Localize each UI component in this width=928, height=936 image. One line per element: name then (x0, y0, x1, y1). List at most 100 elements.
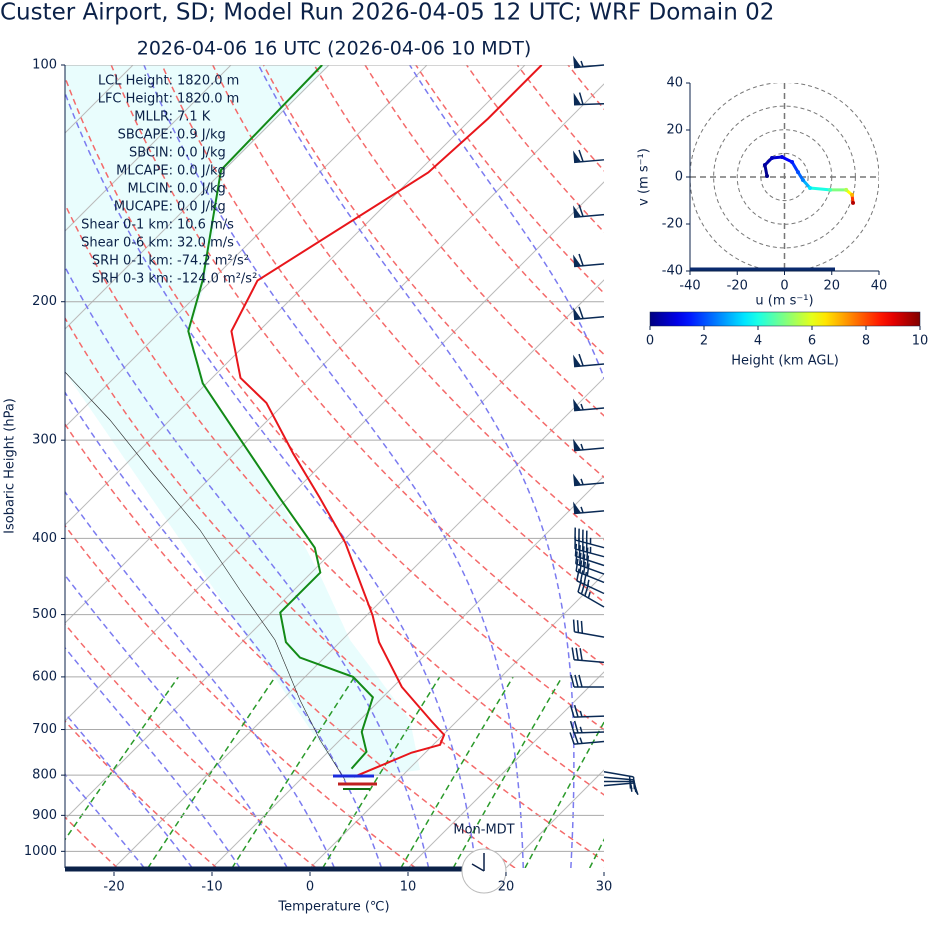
barb-feather (580, 620, 584, 634)
dry-adiabat (65, 719, 218, 868)
isotherm (65, 65, 428, 428)
dry-adiabat (415, 65, 604, 295)
chart-title: Custer Airport, SD; Model Run 2026-04-05… (0, 0, 774, 26)
hodograph-point (851, 200, 856, 205)
y-tick-label: 500 (32, 607, 57, 622)
index-value: 0.0 J/kg (177, 182, 226, 197)
hodograph-point (765, 174, 770, 179)
index-label: LFC Height: (98, 92, 173, 107)
barb-feather (574, 543, 578, 557)
y-tick-label: 100 (32, 58, 57, 73)
barb-feather (582, 546, 585, 559)
hodograph-segment (808, 186, 832, 192)
barb-feather (584, 583, 590, 597)
barb-staff (603, 782, 634, 787)
hodograph-point (828, 187, 833, 192)
y-tick-label: 20 (666, 123, 683, 138)
barb-half (579, 726, 583, 733)
barb-half (580, 60, 584, 68)
moist-adiabat (65, 90, 477, 868)
dry-adiabat (262, 65, 604, 479)
wind-barb (573, 253, 605, 268)
wind-barb (575, 551, 605, 575)
y-tick-label: -20 (662, 217, 683, 232)
wind-barb (575, 558, 605, 584)
barb-flag (573, 501, 582, 514)
barb-half (580, 506, 584, 513)
barb-feather (586, 563, 590, 576)
colorbar-tick-label: 2 (700, 334, 708, 349)
y-tick-label: 200 (32, 294, 57, 309)
index-label: SBCIN: (129, 146, 173, 161)
moist-adiabat (715, 65, 838, 868)
y-axis-label: Isobaric Height (hPa) (3, 398, 18, 534)
wind-barb (573, 306, 605, 321)
index-value: 0.0 J/kg (177, 146, 226, 161)
colorbar (649, 311, 921, 327)
mixing-ratio-line (400, 676, 514, 868)
mixing-ratio-line (452, 676, 563, 868)
y-tick-label: 700 (32, 722, 57, 737)
hodograph: -40 -20 0 20 40 -40 -20 0 20 40 u (m s⁻¹) v (m s⁻¹) (637, 76, 888, 309)
mixing-ratio-line (524, 720, 604, 868)
isotherm (65, 279, 604, 820)
chart-subtitle: 2026-04-06 16 UTC (2026-04-06 10 MDT) (137, 38, 532, 60)
y-axis-label: v (m s⁻¹) (637, 148, 652, 206)
dry-adiabat (65, 75, 604, 731)
barb-staff (603, 770, 634, 778)
barb-feather (575, 647, 579, 661)
barb-half (580, 403, 584, 411)
dry-adiabat (567, 65, 604, 111)
x-axis-label: u (m s⁻¹) (755, 294, 813, 309)
barb-feather (574, 674, 579, 688)
plot-area (65, 65, 928, 868)
barb-feather (586, 555, 590, 568)
barb-feather (579, 560, 583, 573)
wind-barb (569, 731, 605, 745)
isotherm (407, 671, 604, 868)
barb-staff (603, 776, 634, 781)
barb-staff (573, 731, 605, 734)
moist-adiabat (65, 490, 336, 868)
barb-feather (578, 253, 584, 266)
y-tick-label: 40 (666, 76, 683, 91)
barb-feather (569, 732, 575, 745)
x-tick-label: 20 (823, 279, 840, 294)
index-label: MUCAPE: (114, 200, 173, 215)
wind-barb (573, 92, 605, 106)
moist-adiabat (609, 65, 725, 868)
barb-half (579, 737, 583, 744)
hodograph-point (850, 192, 855, 197)
y-tick-label: 1000 (24, 844, 57, 859)
index-value: 32.0 m/s (177, 236, 234, 251)
barb-staff (574, 213, 605, 219)
barb-staff (577, 591, 605, 608)
index-label: MLCAPE: (116, 164, 173, 179)
index-value: 7.1 K (177, 110, 211, 125)
index-label: MLCIN: (128, 182, 173, 197)
wind-barb (573, 149, 605, 164)
isotherm (702, 65, 928, 868)
moist-adiabat (65, 391, 383, 868)
barb-feather (582, 561, 587, 575)
x-axis-label: Temperature (℃) (277, 900, 389, 915)
barb-half (580, 443, 584, 451)
barb-feather (573, 731, 579, 745)
barb-feather (579, 648, 583, 661)
x-tick-label: 20 (498, 880, 515, 895)
dry-adiabat (65, 623, 317, 868)
hodograph-point (769, 155, 774, 160)
barb-half (587, 591, 591, 599)
dry-adiabat (65, 316, 604, 862)
y-tick-label: 600 (32, 669, 57, 684)
index-label: Shear 0-6 km: (81, 236, 173, 251)
colorbar-tick-label: 0 (646, 334, 654, 349)
barb-flag (573, 254, 582, 267)
barb-feather (578, 149, 584, 162)
isotherm (898, 65, 928, 868)
x-tick-label: 0 (306, 880, 314, 895)
index-label: SRH 0-3 km: (92, 272, 173, 287)
index-label: LCL Height: (98, 74, 173, 89)
barb-feather (578, 306, 584, 319)
wind-barb (603, 782, 639, 795)
